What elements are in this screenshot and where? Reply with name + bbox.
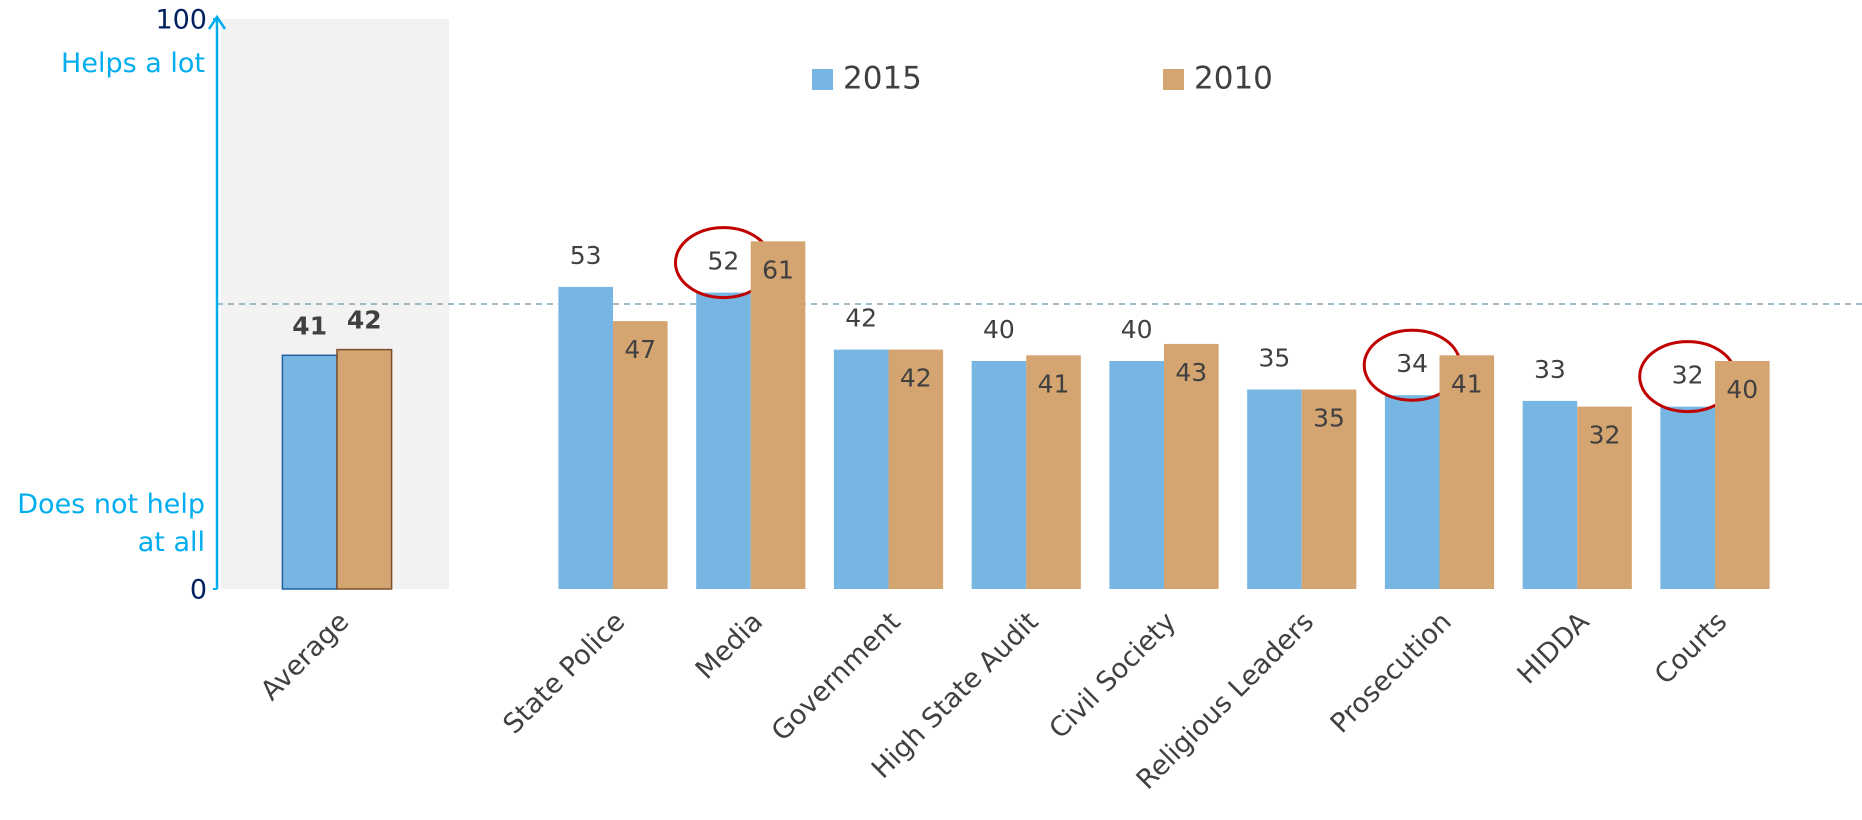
data-label: 40 (1121, 315, 1153, 344)
bar (1164, 343, 1219, 589)
bar (971, 361, 1027, 589)
data-label: 32 (1589, 421, 1621, 450)
legend-swatch (812, 69, 833, 90)
data-label: 34 (1396, 349, 1428, 378)
bar (1247, 389, 1302, 589)
bar (750, 241, 806, 590)
data-label: 40 (1726, 375, 1758, 404)
bar (1660, 406, 1715, 589)
data-label: 52 (708, 247, 740, 276)
data-label: 41 (1038, 369, 1070, 398)
bar (281, 354, 338, 590)
data-label: 42 (845, 304, 877, 333)
bar (1522, 400, 1578, 589)
y-label-high: Helps a lot (61, 48, 205, 79)
y-tick-label: 100 (155, 5, 207, 36)
y-tick-label: 0 (190, 575, 207, 606)
data-label: 33 (1534, 355, 1566, 384)
bar (888, 349, 944, 589)
x-tick-label: Civil Society (1044, 606, 1183, 745)
x-tick-label: Courts (1649, 606, 1733, 690)
bar (1384, 395, 1440, 589)
legend-label: 2010 (1194, 61, 1273, 97)
bar (1109, 361, 1164, 589)
data-label: 42 (347, 306, 382, 335)
data-label: 35 (1313, 404, 1345, 433)
bar (1301, 389, 1357, 589)
y-label-low: Does not help at all (17, 489, 205, 558)
data-label: 40 (983, 315, 1015, 344)
data-label: 53 (570, 241, 602, 270)
x-tick-label: State Police (497, 606, 631, 740)
y-axis-arrow (207, 14, 227, 30)
bar (1715, 361, 1770, 589)
x-tick-label: Average (255, 606, 355, 706)
legend-swatch (1163, 69, 1184, 90)
bar (1439, 355, 1495, 589)
x-tick-label: HIDDA (1511, 606, 1595, 690)
bar (558, 286, 613, 589)
data-label: 61 (762, 255, 794, 284)
data-label: 43 (1175, 358, 1207, 387)
bar (1577, 406, 1632, 589)
data-label: 35 (1259, 344, 1291, 373)
bar (1026, 355, 1081, 589)
legend-label: 2015 (843, 61, 922, 97)
x-tick-label: Media (690, 606, 769, 685)
data-label: 41 (292, 311, 327, 340)
bar (833, 349, 889, 589)
x-tick-label: Prosecution (1325, 606, 1458, 739)
bar (696, 292, 751, 589)
bar (336, 348, 393, 590)
data-label: 32 (1672, 361, 1704, 390)
x-tick-label: Government (766, 606, 907, 747)
data-label: 41 (1451, 369, 1483, 398)
data-label: 47 (624, 335, 656, 364)
data-label: 42 (900, 364, 932, 393)
bar (613, 321, 668, 589)
